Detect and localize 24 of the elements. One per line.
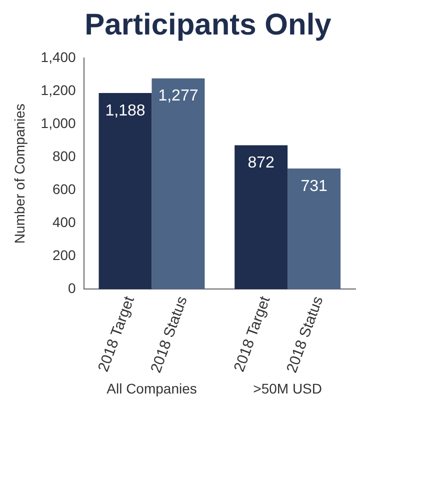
y-tick-label: 600 — [52, 180, 76, 197]
bar — [98, 93, 152, 290]
x-tick-label: >50M USD — [253, 380, 322, 396]
y-tick-label: 400 — [52, 214, 76, 230]
data-label: 731 — [300, 178, 328, 195]
bar — [152, 78, 205, 290]
bar — [288, 168, 341, 290]
y-tick-label: 800 — [52, 148, 76, 164]
y-tick-label: 1,000 — [40, 114, 76, 131]
bar — [234, 145, 288, 290]
text: 2018 Status — [148, 294, 191, 376]
data-label: 1,277 — [158, 88, 198, 105]
x-tick-label: All Companies — [106, 380, 197, 396]
chart-title: Participants Only — [84, 8, 332, 42]
text: 2018 Status — [283, 294, 327, 376]
y-tick-label: 0 — [68, 280, 76, 296]
y-tick-label: 200 — [52, 247, 76, 264]
y-tick-label: 1,200 — [40, 82, 76, 98]
text: 2018 Target — [94, 293, 138, 374]
y-axis-title: Number of Companies — [11, 104, 28, 244]
text: 2018 Target — [230, 294, 274, 374]
y-tick-label: 1,400 — [40, 48, 76, 65]
data-label: 872 — [248, 154, 275, 172]
data-label: 1,188 — [105, 102, 146, 120]
